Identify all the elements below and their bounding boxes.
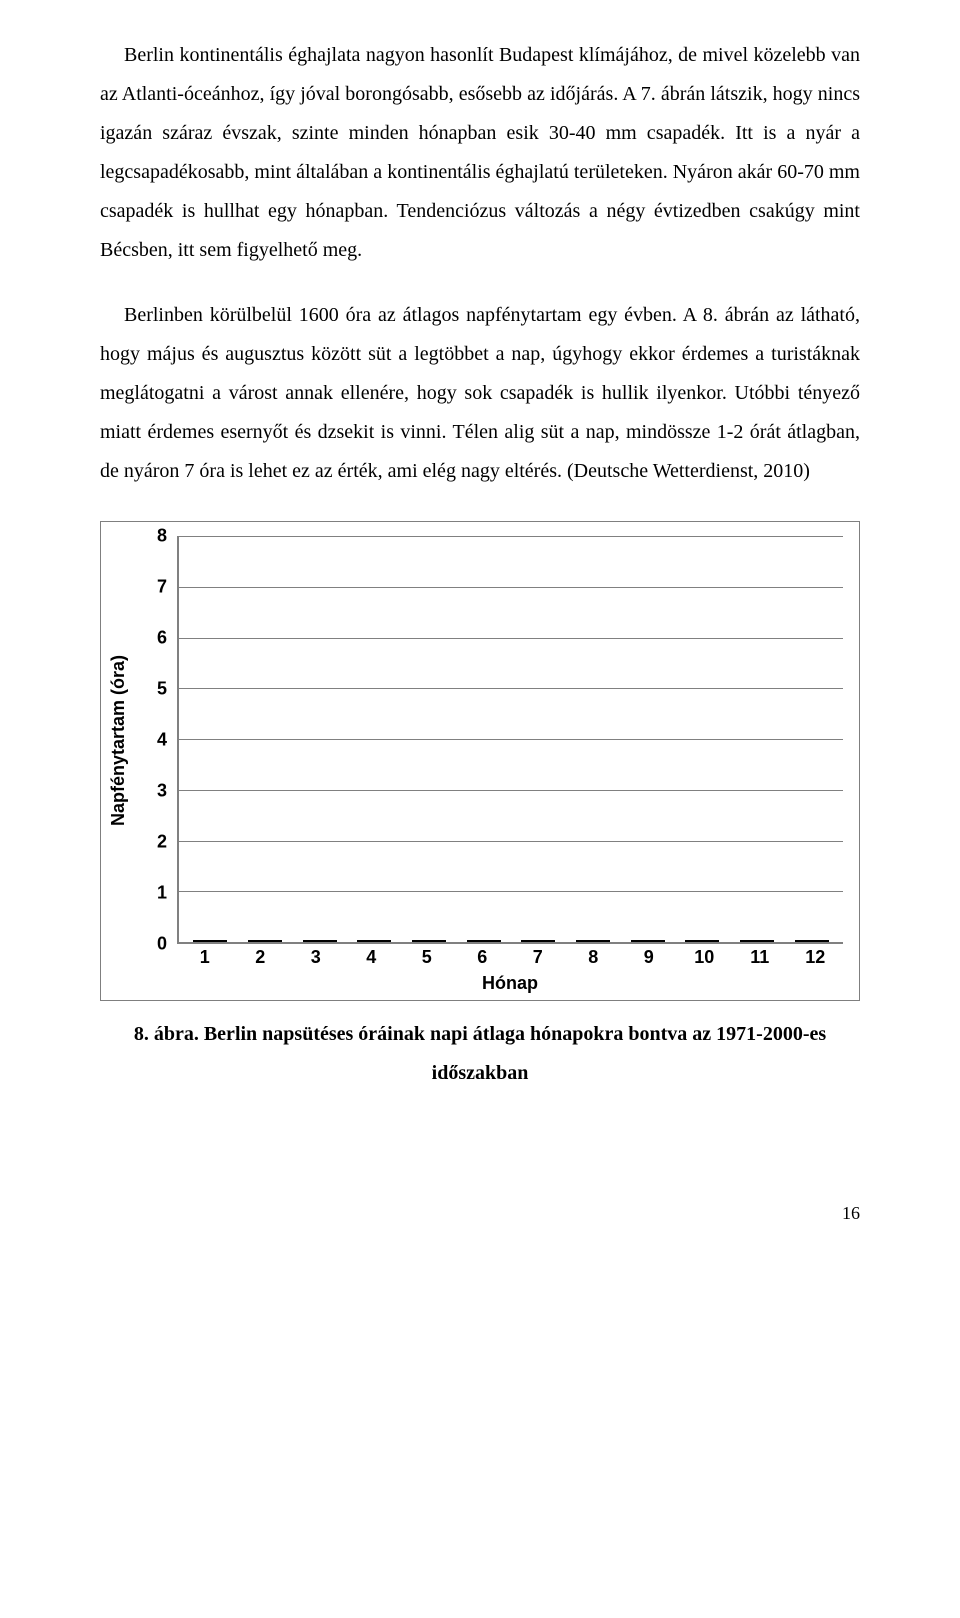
bar xyxy=(193,940,227,942)
y-tick: 0 xyxy=(157,934,167,955)
sunshine-bar-chart: Napfénytartam (óra) 012345678 1234567891… xyxy=(100,521,860,1001)
bar xyxy=(631,940,665,942)
gridline xyxy=(179,688,843,689)
gridline xyxy=(179,891,843,892)
gridline xyxy=(179,739,843,740)
plot-area xyxy=(177,536,843,944)
bar-slot xyxy=(566,940,621,942)
bar xyxy=(685,940,719,942)
caption-line-1: 8. ábra. Berlin napsütéses óráinak napi … xyxy=(134,1023,826,1045)
x-tick: 4 xyxy=(344,947,400,968)
page-number: 16 xyxy=(100,1203,860,1224)
bar-slot xyxy=(402,940,457,942)
bar xyxy=(248,940,282,942)
gridline xyxy=(179,536,843,537)
bar-slot xyxy=(238,940,293,942)
bar-slot xyxy=(183,940,238,942)
gridline xyxy=(179,587,843,588)
bar xyxy=(740,940,774,942)
gridline xyxy=(179,638,843,639)
bar xyxy=(795,940,829,942)
paragraph-1: Berlin kontinentális éghajlata nagyon ha… xyxy=(100,36,860,270)
y-tick: 8 xyxy=(157,526,167,547)
bar xyxy=(467,940,501,942)
x-tick: 7 xyxy=(510,947,566,968)
x-axis-label: Hónap xyxy=(177,973,843,994)
x-tick: 8 xyxy=(566,947,622,968)
gridline xyxy=(179,790,843,791)
x-tick: 1 xyxy=(177,947,233,968)
x-tick: 10 xyxy=(677,947,733,968)
y-tick: 7 xyxy=(157,577,167,598)
gridline xyxy=(179,841,843,842)
bar xyxy=(303,940,337,942)
bar xyxy=(521,940,555,942)
bar-slot xyxy=(730,940,785,942)
x-tick: 6 xyxy=(455,947,511,968)
y-tick: 3 xyxy=(157,781,167,802)
bar-slot xyxy=(784,940,839,942)
bar-slot xyxy=(620,940,675,942)
x-tick: 11 xyxy=(732,947,788,968)
bar-slot xyxy=(292,940,347,942)
bar xyxy=(412,940,446,942)
bar xyxy=(357,940,391,942)
y-tick: 5 xyxy=(157,679,167,700)
x-tick: 12 xyxy=(788,947,844,968)
bar xyxy=(576,940,610,942)
x-tick: 3 xyxy=(288,947,344,968)
x-tick: 9 xyxy=(621,947,677,968)
figure-caption: 8. ábra. Berlin napsütéses óráinak napi … xyxy=(100,1015,860,1093)
y-tick: 1 xyxy=(157,883,167,904)
x-tick: 2 xyxy=(233,947,289,968)
x-axis-ticks: 123456789101112 xyxy=(177,947,843,968)
x-tick: 5 xyxy=(399,947,455,968)
bar-slot xyxy=(347,940,402,942)
bar-slot xyxy=(456,940,511,942)
y-tick: 4 xyxy=(157,730,167,751)
y-axis-ticks: 012345678 xyxy=(101,536,177,944)
y-tick: 6 xyxy=(157,628,167,649)
bar-slot xyxy=(511,940,566,942)
y-tick: 2 xyxy=(157,832,167,853)
paragraph-2: Berlinben körülbelül 1600 óra az átlagos… xyxy=(100,296,860,491)
caption-line-2: időszakban xyxy=(432,1062,529,1084)
bar-slot xyxy=(675,940,730,942)
